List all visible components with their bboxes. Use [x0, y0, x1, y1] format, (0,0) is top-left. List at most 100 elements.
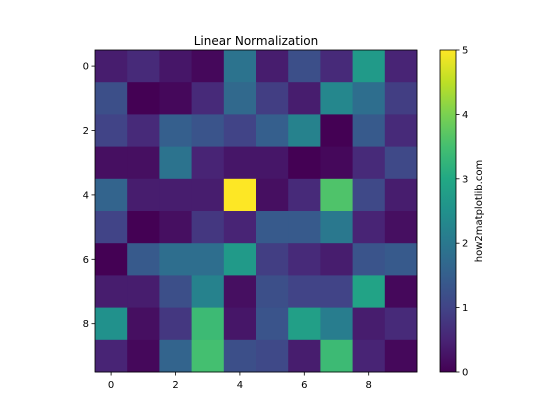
heatmap-cell	[127, 243, 160, 276]
heatmap-cell	[191, 339, 225, 373]
heatmap-cell	[320, 339, 353, 373]
heatmap-cell	[288, 243, 321, 276]
heatmap-cell	[352, 50, 386, 83]
heatmap-cell	[159, 50, 192, 83]
heatmap-cell	[320, 114, 353, 147]
colorbar-tick-label: 1	[462, 303, 468, 314]
heatmap-cell	[159, 178, 192, 212]
heatmap-cell	[256, 211, 289, 244]
colorbar-tick-label: 4	[462, 110, 468, 121]
colorbar-axis: 0 1 2 3 4 5	[456, 46, 468, 379]
heatmap-cell	[256, 82, 289, 115]
heatmap-cell	[223, 178, 257, 212]
heatmap-cell	[159, 114, 192, 147]
heatmap-cell	[95, 178, 128, 212]
heatmap-cell	[191, 82, 225, 115]
heatmap-cell	[223, 307, 257, 341]
heatmap-cell	[127, 82, 160, 115]
heatmap-cell	[288, 307, 321, 341]
heatmap-cell	[384, 114, 418, 147]
heatmap-cell	[384, 82, 418, 115]
heatmap-cell	[320, 243, 353, 276]
heatmap-cell	[159, 82, 192, 115]
heatmap-cell	[223, 146, 257, 180]
heatmap-cell	[159, 243, 192, 276]
heatmap-cell	[159, 275, 192, 308]
heatmap-cell	[127, 339, 160, 373]
heatmap-cell	[288, 211, 321, 244]
heatmap-cell	[223, 50, 257, 83]
heatmap-cell	[191, 178, 225, 212]
heatmap-cell	[288, 50, 321, 83]
y-tick-label: 4	[83, 190, 89, 201]
heatmap-cell	[384, 211, 418, 244]
heatmap-cell	[95, 82, 128, 115]
heatmap-cell	[95, 339, 128, 373]
heatmap-cell	[223, 243, 257, 276]
heatmap-cell	[159, 211, 192, 244]
heatmap-cell	[95, 114, 128, 147]
heatmap-cell	[256, 243, 289, 276]
heatmap-cell	[320, 211, 353, 244]
heatmap-cell	[95, 50, 128, 83]
heatmap-cell	[384, 243, 418, 276]
heatmap-cell	[95, 307, 128, 341]
heatmap-cell	[320, 82, 353, 115]
heatmap-cell	[159, 339, 192, 373]
chart-title: Linear Normalization	[194, 34, 319, 48]
heatmap-cell	[191, 275, 225, 308]
heatmap-cell	[191, 50, 225, 83]
heatmap-cell	[127, 307, 160, 341]
colorbar-tick-label: 3	[462, 174, 468, 185]
heatmap-cell	[191, 307, 225, 341]
colorbar	[439, 49, 457, 373]
heatmap-cell	[352, 114, 386, 147]
x-tick-label: 2	[172, 380, 178, 391]
heatmap-cell	[384, 275, 418, 308]
heatmap-frame	[94, 49, 418, 373]
heatmap-cell	[256, 178, 289, 212]
heatmap-cell	[352, 307, 386, 341]
x-tick-label: 6	[301, 380, 307, 391]
heatmap-cell	[127, 50, 160, 83]
heatmap-cell	[288, 178, 321, 212]
heatmap-cell	[223, 275, 257, 308]
heatmap-cell	[320, 146, 353, 180]
heatmap-cell	[352, 82, 386, 115]
colorbar-tick-label: 0	[462, 368, 468, 379]
heatmap-cell	[352, 339, 386, 373]
heatmap-cell	[191, 211, 225, 244]
heatmap-cell	[288, 339, 321, 373]
heatmap-cell	[95, 275, 128, 308]
heatmap-cell	[256, 307, 289, 341]
heatmap-cell	[256, 275, 289, 308]
heatmap-cell	[127, 211, 160, 244]
heatmap-cell	[288, 82, 321, 115]
heatmap-cell	[352, 211, 386, 244]
heatmap-cell	[159, 307, 192, 341]
heatmap-cell	[223, 211, 257, 244]
heatmap-cell	[223, 82, 257, 115]
heatmap-cell	[159, 146, 192, 180]
heatmap-cell	[95, 211, 128, 244]
y-tick-label: 6	[83, 255, 89, 266]
x-tick-label: 4	[237, 380, 243, 391]
heatmap-cell	[95, 146, 128, 180]
heatmap-cell	[191, 243, 225, 276]
heatmap-cell	[320, 178, 353, 212]
heatmap-cell	[384, 339, 418, 373]
y-axis: 0 2 4 6 8	[83, 62, 95, 330]
heatmap-cell	[191, 146, 225, 180]
colorbar-tick-label: 5	[462, 46, 468, 57]
heatmap-cell	[352, 275, 386, 308]
heatmap-cell	[384, 146, 418, 180]
heatmap-cell	[127, 114, 160, 147]
heatmap-cell	[352, 243, 386, 276]
heatmap-cell	[127, 275, 160, 308]
colorbar-tick-label: 2	[462, 239, 468, 250]
heatmap-cell	[288, 146, 321, 180]
heatmap-cell	[223, 114, 257, 147]
heatmap-cell	[223, 339, 257, 373]
heatmap-cell	[256, 339, 289, 373]
y-tick-label: 2	[83, 126, 89, 137]
